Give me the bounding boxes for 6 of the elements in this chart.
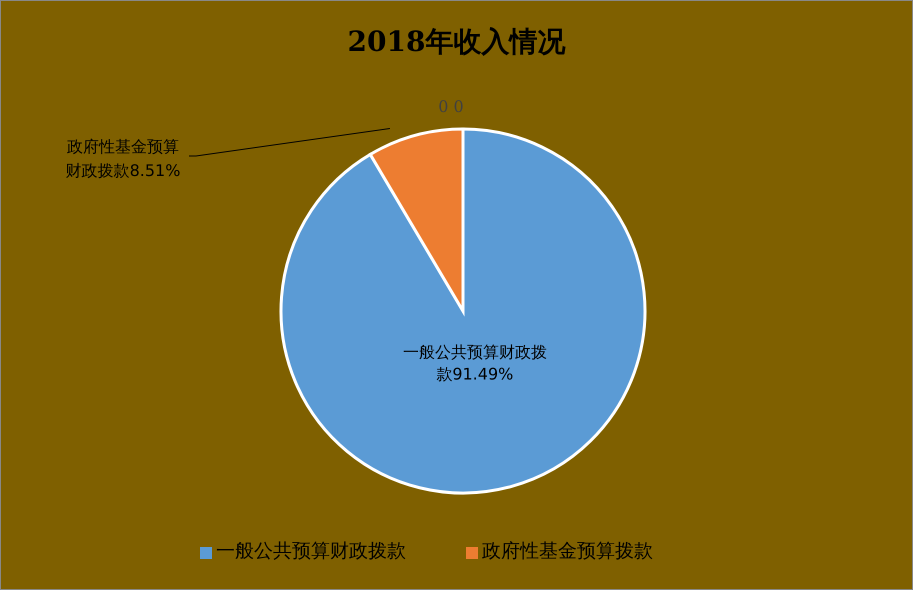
legend-label: 一般公共预算财政拨款 [216,540,406,562]
chart-title: 2018年收入情况 [346,24,566,60]
data-label: 一般公共预算财政拨款91.49% [402,342,547,384]
legend-label: 政府性基金预算拨款 [482,540,653,562]
data-label: 政府性基金预算财政拨款8.51% [66,137,180,180]
text: 0 0 [437,97,465,116]
